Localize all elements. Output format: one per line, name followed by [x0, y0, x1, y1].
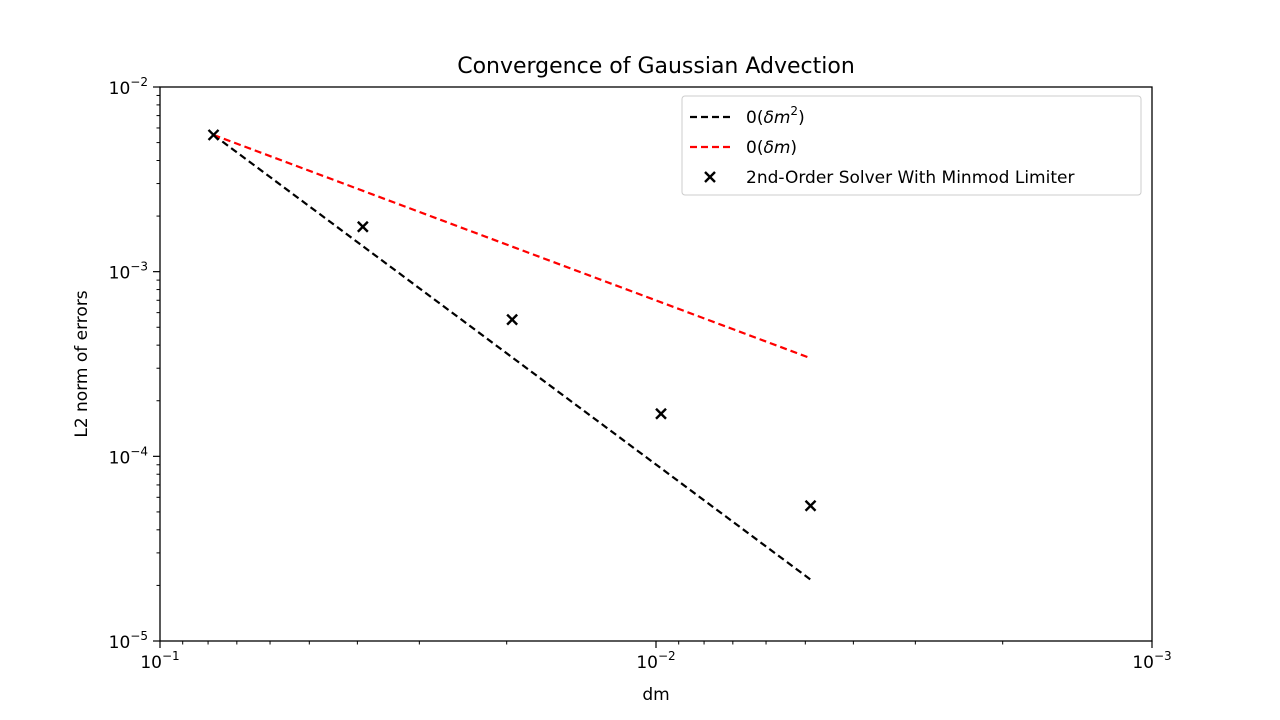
y-axis-label: L2 norm of errors [72, 290, 92, 437]
data-point-marker [804, 499, 817, 512]
legend: 0(δm2)0(δm)2nd-Order Solver With Minmod … [681, 95, 1142, 196]
data-point-marker [655, 407, 667, 420]
y-tick-label: 10−4 [109, 444, 148, 468]
data-point-marker [506, 313, 518, 326]
axes: 10−1 10−2 10−3 10−2 10−3 10−4 10−5 [109, 75, 1172, 673]
legend-label: 0(δm) [746, 138, 797, 158]
series-line-1 [213, 133, 811, 360]
chart-title: Convergence of Gaussian Advection [457, 54, 855, 79]
legend-box [681, 95, 1142, 196]
legend-label: 2nd-Order Solver With Minmod Limiter [746, 168, 1074, 188]
y-tick-label: 10−2 [109, 75, 148, 99]
legend-marker [704, 171, 716, 183]
x-tick-label: 10−3 [1132, 649, 1171, 673]
plot-area [207, 129, 817, 581]
legend-entry-1: 0(δm) [690, 138, 797, 158]
data-point-marker [207, 129, 220, 141]
y-tick-label: 10−3 [109, 260, 148, 284]
x-tick-label: 10−2 [636, 649, 675, 673]
x-axis-label: dm [642, 685, 669, 705]
y-tick-label: 10−5 [109, 629, 148, 653]
legend-entry-2: 2nd-Order Solver With Minmod Limiter [704, 168, 1074, 188]
series-line-0 [212, 134, 812, 581]
data-point-marker [356, 220, 369, 233]
x-tick-label: 10−1 [140, 649, 179, 673]
